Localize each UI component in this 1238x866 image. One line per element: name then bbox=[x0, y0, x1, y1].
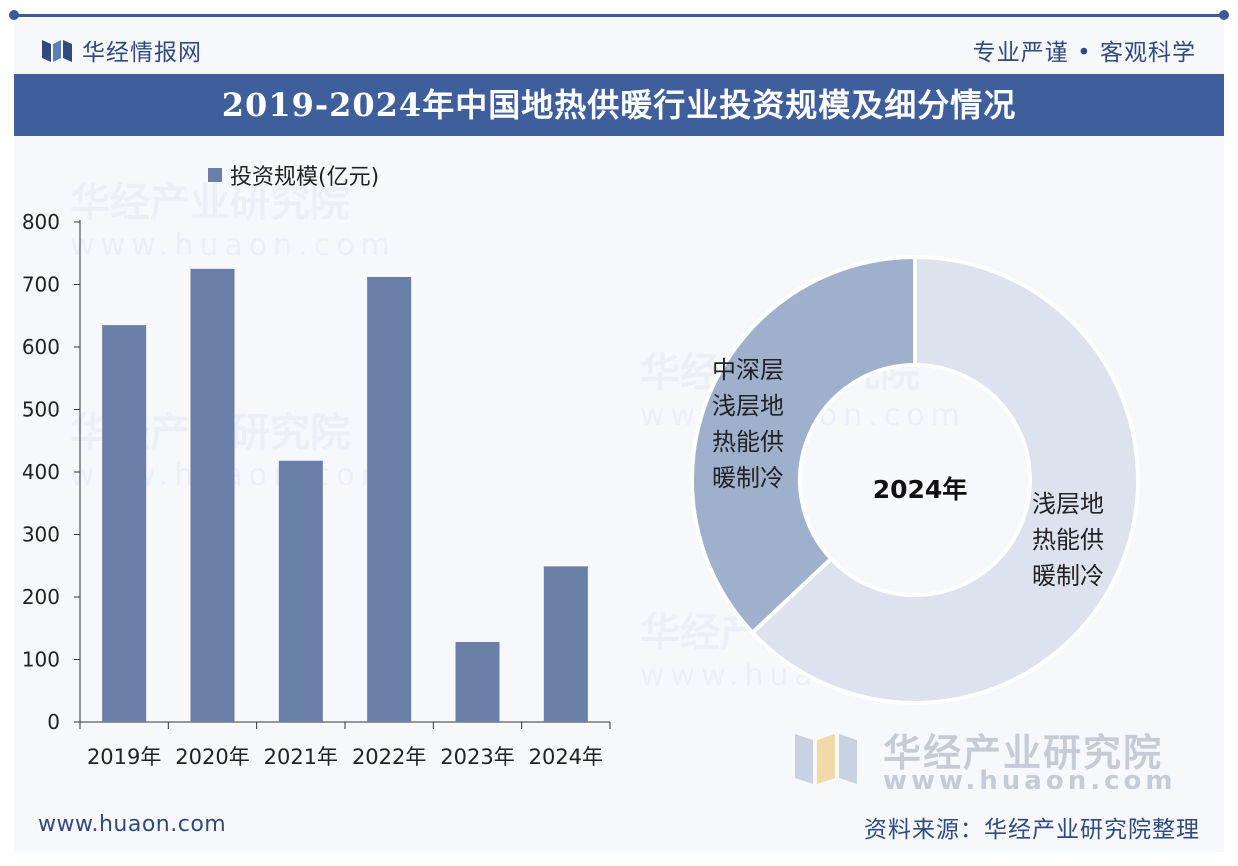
donut-center-label: 2024年 bbox=[873, 475, 968, 504]
bar bbox=[543, 566, 588, 722]
x-tick-label: 2024年 bbox=[529, 745, 603, 769]
top-rule bbox=[14, 14, 1224, 17]
x-tick-label: 2022年 bbox=[352, 745, 426, 769]
y-tick-label: 800 bbox=[22, 210, 60, 234]
header: 华经情报网 专业严谨 • 客观科学 bbox=[14, 20, 1224, 72]
y-tick-label: 0 bbox=[47, 710, 60, 734]
legend-swatch bbox=[208, 168, 222, 182]
donut-slice-label-line: 中深层 bbox=[712, 356, 784, 384]
y-tick-label: 200 bbox=[22, 585, 60, 609]
donut-slice bbox=[690, 254, 917, 636]
x-tick-label: 2019年 bbox=[87, 745, 161, 769]
y-tick-label: 700 bbox=[22, 273, 60, 297]
y-tick-label: 100 bbox=[22, 648, 60, 672]
bar bbox=[190, 268, 235, 722]
brand-stamp-url: www.huaon.com bbox=[883, 766, 1177, 796]
donut-slice-label-line: 热能供 bbox=[1032, 526, 1104, 554]
top-rule-dot-right bbox=[1219, 10, 1229, 20]
x-tick-label: 2020年 bbox=[175, 745, 249, 769]
brand-stamp-logo-icon bbox=[795, 734, 857, 784]
y-tick-label: 400 bbox=[22, 460, 60, 484]
y-tick-label: 600 bbox=[22, 335, 60, 359]
brand-stamp: 华经产业研究院 www.huaon.com bbox=[795, 720, 1175, 800]
donut-slice-label-line: 暖制冷 bbox=[712, 464, 784, 492]
x-tick-label: 2021年 bbox=[264, 745, 338, 769]
title-bar: 2019-2024年中国地热供暖行业投资规模及细分情况 bbox=[14, 74, 1224, 136]
brand-logo-icon bbox=[42, 40, 72, 62]
bar bbox=[278, 460, 323, 722]
footer-url: www.huaon.com bbox=[38, 812, 227, 837]
bar bbox=[455, 642, 500, 722]
brand-name: 华经情报网 bbox=[82, 40, 202, 66]
donut-slice-label: 浅层地热能供暖制冷 bbox=[1032, 490, 1104, 590]
donut-slice-label-line: 浅层地 bbox=[1032, 490, 1104, 518]
donut-slice bbox=[749, 254, 1140, 705]
legend-label: 投资规模(亿元) bbox=[230, 165, 379, 190]
top-rule-dot-left bbox=[9, 10, 19, 20]
y-tick-label: 500 bbox=[22, 398, 60, 422]
tagline: 专业严谨 • 客观科学 bbox=[972, 40, 1196, 66]
chart-title: 2019-2024年中国地热供暖行业投资规模及细分情况 bbox=[221, 86, 1017, 124]
donut-slice-label-line: 暖制冷 bbox=[1032, 562, 1104, 590]
y-tick-label: 300 bbox=[22, 523, 60, 547]
donut-slice-label-line: 浅层地 bbox=[712, 392, 784, 420]
donut-slice-label: 中深层浅层地热能供暖制冷 bbox=[712, 356, 784, 492]
bar bbox=[102, 325, 147, 722]
donut-slice-label-line: 热能供 bbox=[712, 428, 784, 456]
x-tick-label: 2023年 bbox=[440, 745, 514, 769]
bar bbox=[367, 277, 412, 722]
brand-stamp-name: 华经产业研究院 bbox=[883, 731, 1164, 775]
footer-source: 资料来源：华经产业研究院整理 bbox=[864, 817, 1200, 843]
